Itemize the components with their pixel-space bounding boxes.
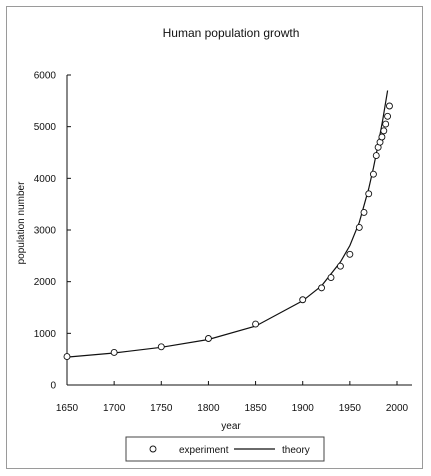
experiment-point [63,353,71,361]
x-tick-label: 1900 [292,403,315,414]
experiment-point [360,208,368,216]
x-tick-label: 1700 [103,403,126,414]
x-tick-label: 1850 [244,403,267,414]
legend-experiment-marker [149,445,157,453]
y-tick-label: 3000 [34,226,57,237]
experiment-point [318,284,326,292]
x-ticks: 1650 1700 1750 1800 1850 1900 1950 2000 [56,381,409,414]
x-tick-label: 1800 [197,403,220,414]
experiment-point [355,223,363,231]
experiment-series-points [63,102,393,361]
x-tick-label: 1750 [150,403,173,414]
experiment-point [380,127,388,135]
experiment-point [204,335,212,342]
legend-box [125,436,325,462]
y-tick-label: 6000 [34,71,57,82]
experiment-point [378,133,386,141]
legend: experiment theory [125,436,325,462]
experiment-point [252,320,260,328]
legend-theory-label: theory [282,445,310,456]
x-tick-label: 1950 [339,403,362,414]
experiment-point [346,250,354,258]
x-tick-label: 1650 [56,403,79,414]
theory-series-line [66,90,389,358]
experiment-point [382,120,390,128]
experiment-point [386,102,393,110]
experiment-point [336,262,344,270]
x-tick-label: 2000 [386,403,409,414]
y-tick-label: 5000 [34,122,57,133]
experiment-point [365,190,373,198]
y-ticks: 0 1000 2000 3000 4000 5000 6000 [34,71,71,392]
chart-frame [6,6,423,469]
y-tick-label: 2000 [34,277,57,288]
y-tick-label: 0 [50,381,56,392]
experiment-point [157,343,165,351]
chart-title: Human population growth [163,26,300,40]
legend-experiment-label: experiment [179,445,229,456]
y-axis-title: population number [16,181,27,265]
x-axis-title: year [221,421,241,432]
experiment-point [372,152,380,160]
y-tick-label: 1000 [34,329,57,340]
experiment-point [110,349,118,356]
y-tick-label: 4000 [34,174,57,185]
experiment-point [369,170,377,178]
experiment-point [299,296,307,304]
experiment-point [384,112,392,120]
experiment-point [327,274,335,281]
